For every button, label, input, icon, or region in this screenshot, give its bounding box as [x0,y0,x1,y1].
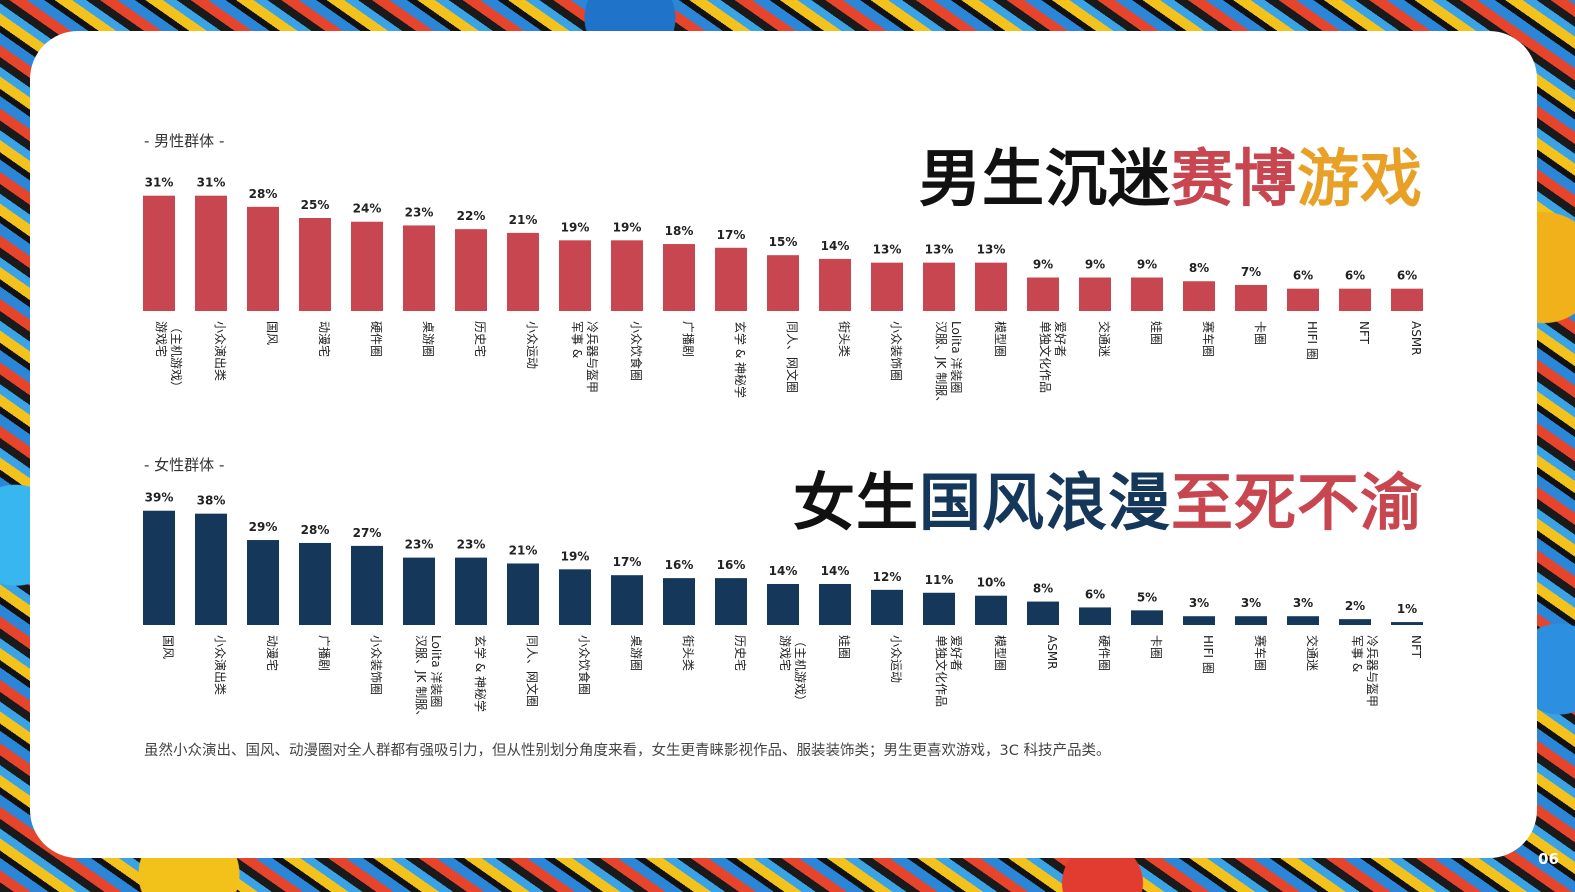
female-headline: 女生国风浪漫至死不渝 [793,452,1423,542]
male-headline: 男生沉迷赛博游戏 [919,128,1423,218]
female-headline-navy: 国风浪漫 [918,466,1171,539]
male-headline-orange: 游戏 [1296,142,1423,215]
male-section-label: - 男性群体 - [144,132,225,150]
footnote: 虽然小众演出、国风、动漫圈对全人群都有强吸引力，但从性别划分角度来看，女生更青睐… [144,743,1111,759]
female-section-label: - 女性群体 - [144,456,225,474]
slide-card [30,31,1537,858]
page-number: 06 [1538,850,1559,868]
female-headline-black: 女生 [792,466,919,539]
female-headline-red: 至死不渝 [1170,466,1423,539]
male-headline-black: 男生沉迷 [918,142,1171,215]
male-headline-red: 赛博 [1170,142,1297,215]
